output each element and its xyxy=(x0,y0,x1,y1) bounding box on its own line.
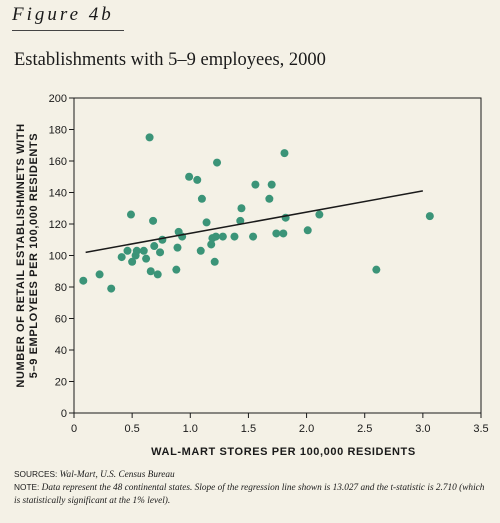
y-tick-label: 200 xyxy=(49,93,67,105)
x-tick-label: 3.5 xyxy=(473,423,488,435)
x-tick-label: 2.0 xyxy=(299,423,314,435)
y-tick-label: 80 xyxy=(55,282,67,294)
data-point xyxy=(193,175,202,184)
data-point xyxy=(213,158,222,167)
y-axis-label-line-2: 5–9 EMPLOYEES PER 100,000 RESIDENTS xyxy=(28,133,40,378)
data-point xyxy=(126,210,135,219)
chart-title: Establishments with 5–9 employees, 2000 xyxy=(14,50,326,70)
x-axis-label: WAL-MART STORES PER 100,000 RESIDENTS xyxy=(151,446,416,458)
data-point xyxy=(149,216,158,225)
data-point xyxy=(173,243,182,252)
y-tick-label: 100 xyxy=(49,251,67,263)
data-point xyxy=(158,235,167,244)
data-point xyxy=(237,204,246,213)
sources-label: SOURCES: xyxy=(14,469,60,479)
chart-footer: SOURCES: Wal-Mart, U.S. Census Bureau NO… xyxy=(14,468,490,507)
x-tick-label: 0 xyxy=(71,423,77,435)
y-tick-label: 140 xyxy=(49,188,67,200)
data-point xyxy=(265,194,274,203)
data-point xyxy=(145,133,154,142)
data-point xyxy=(142,254,151,263)
figure-label-rule xyxy=(12,30,124,31)
data-point xyxy=(196,246,205,255)
regression-line xyxy=(85,190,423,254)
sources-text: Wal-Mart, U.S. Census Bureau xyxy=(59,470,175,480)
data-point xyxy=(267,180,276,189)
data-point xyxy=(230,232,239,241)
data-point xyxy=(132,246,141,255)
data-point xyxy=(425,212,434,221)
data-point xyxy=(315,210,324,219)
data-point xyxy=(146,267,155,276)
data-point xyxy=(372,265,381,274)
scatter-chart: 0 20 40 60 80 100 120 140 160 180 200 0 0.5 1.0 1.5 2.0… xyxy=(15,93,489,458)
data-point xyxy=(139,246,148,255)
data-point xyxy=(210,257,219,266)
data-point xyxy=(251,180,260,189)
y-tick-label: 0 xyxy=(61,408,67,420)
data-point xyxy=(202,218,211,227)
note-text: Data represent the 48 continental states… xyxy=(14,483,485,506)
note-label: NOTE: xyxy=(14,482,42,492)
y-tick-label: 180 xyxy=(49,125,67,137)
note-line: NOTE: Data represent the 48 continental … xyxy=(14,481,490,507)
y-tick-label: 20 xyxy=(55,377,67,389)
data-point xyxy=(185,172,194,181)
data-point xyxy=(172,265,181,274)
y-tick-label: 120 xyxy=(49,219,67,231)
sources-line: SOURCES: Wal-Mart, U.S. Census Bureau xyxy=(14,468,490,481)
figure-label: Figure 4b xyxy=(12,4,114,25)
y-tick-label: 40 xyxy=(55,345,67,357)
data-point xyxy=(272,229,281,238)
x-tick-label: 1.0 xyxy=(183,423,198,435)
data-point xyxy=(128,257,137,266)
data-point xyxy=(236,216,245,225)
data-point xyxy=(279,229,288,238)
data-point xyxy=(207,240,216,249)
data-point xyxy=(95,270,104,279)
x-tick-label: 3.0 xyxy=(415,423,430,435)
data-point xyxy=(156,248,165,257)
x-tick-label: 1.5 xyxy=(241,423,256,435)
data-point xyxy=(153,270,162,279)
data-point xyxy=(249,232,258,241)
data-point xyxy=(117,253,126,262)
data-point xyxy=(280,149,289,158)
y-axis-label-line-1: NUMBER OF RETAIL ESTABLISHMNETS WITH xyxy=(15,123,27,387)
data-point xyxy=(123,246,132,255)
y-tick-label: 60 xyxy=(55,314,67,326)
x-tick-label: 0.5 xyxy=(124,423,139,435)
data-point xyxy=(197,194,206,203)
x-tick-label: 2.5 xyxy=(357,423,372,435)
y-tick-label: 160 xyxy=(49,156,67,168)
data-point xyxy=(79,276,88,285)
data-point xyxy=(303,226,312,235)
data-point xyxy=(218,232,227,241)
data-point xyxy=(211,232,220,241)
data-point xyxy=(107,284,116,293)
data-point xyxy=(150,242,159,251)
